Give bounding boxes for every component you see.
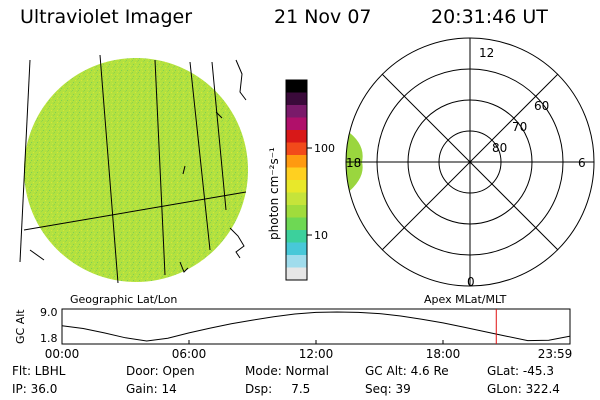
colorbar-band	[286, 130, 307, 143]
altitude-curve	[61, 311, 570, 342]
colorbar-band	[286, 105, 307, 118]
earth-disk-image	[24, 58, 248, 282]
polar-plot: 12 6 0 18 60 70 80	[345, 37, 595, 289]
alt-tick-label: 9.0	[40, 306, 58, 319]
info-filter: Flt: LBHL	[12, 364, 66, 378]
info-dsp: Dsp: 7.5	[245, 382, 311, 396]
polar-caption: Apex MLat/MLT	[424, 293, 507, 306]
mlt-label-left: 18	[346, 156, 361, 170]
colorbar-band	[286, 267, 307, 281]
mlat-label: 60	[534, 99, 549, 113]
info-door: Door: Open	[126, 364, 195, 378]
colorbar-band	[286, 167, 307, 181]
colorbar: 100 10 photon cm⁻²s⁻¹	[267, 79, 335, 281]
time-tick-label: 12:00	[299, 347, 334, 361]
timeline-frame	[61, 308, 571, 345]
time-tick-label: 23:59	[538, 347, 573, 361]
time-tick-label: 18:00	[426, 347, 461, 361]
colorbar-band	[286, 80, 307, 93]
info-glon: GLon: 322.4	[487, 382, 560, 396]
colorbar-band	[286, 142, 307, 156]
coastline-outlines	[29, 59, 247, 273]
colorbar-band	[286, 180, 307, 193]
mlt-label-right: 6	[578, 156, 586, 170]
geographic-map	[19, 54, 248, 284]
mlat-label: 70	[512, 120, 527, 134]
colorbar-tick-label: 100	[314, 142, 335, 155]
time-tick-label: 06:00	[172, 347, 207, 361]
info-gc-alt: GC Alt: 4.6 Re	[365, 364, 449, 378]
geographic-caption: Geographic Lat/Lon	[70, 293, 177, 306]
colorbar-band	[286, 205, 307, 218]
meridian-line	[154, 59, 166, 276]
colorbar-band	[286, 217, 307, 231]
info-mode: Mode: Normal	[245, 364, 329, 378]
alt-tick-label: 1.8	[40, 332, 58, 345]
info-seq: Seq: 39	[365, 382, 411, 396]
mlt-label-top: 12	[479, 46, 494, 60]
parallel-line	[23, 191, 247, 231]
colorbar-band	[286, 242, 307, 256]
instrument-title: Ultraviolet Imager	[20, 6, 193, 28]
meridian-line	[99, 54, 119, 284]
meridian-line	[189, 61, 211, 251]
colorbar-band	[286, 155, 307, 168]
colorbar-band	[286, 192, 307, 206]
colorbar-band	[286, 255, 307, 268]
date-label: 21 Nov 07	[274, 6, 372, 28]
polar-diagonal	[381, 73, 559, 251]
colorbar-frame	[285, 79, 308, 281]
polar-grid	[345, 37, 595, 287]
info-glat: GLat: -45.3	[487, 364, 554, 378]
meridian-line	[19, 59, 31, 263]
colorbar-band	[286, 92, 307, 106]
time-tick-label: 00:00	[45, 347, 80, 361]
info-gain: Gain: 14	[126, 382, 177, 396]
mlat-label: 80	[492, 141, 507, 155]
colorbar-band	[286, 230, 307, 243]
alt-axis-title: GC Alt	[14, 309, 27, 344]
info-ip: IP: 36.0	[12, 382, 58, 396]
lat-lon-grid	[19, 54, 247, 284]
altitude-timeline: 9.0 1.8 GC Alt 00:00 06:00 12:00 18:00 23:59	[14, 306, 572, 361]
colorbar-unit-label: photon cm⁻²s⁻¹	[267, 147, 281, 240]
mlt-label-bottom: 0	[467, 275, 475, 289]
meridian-line	[211, 61, 227, 211]
colorbar-tick-label: 10	[314, 229, 328, 242]
time-label: 20:31:46 UT	[431, 6, 548, 28]
colorbar-band	[286, 117, 307, 131]
